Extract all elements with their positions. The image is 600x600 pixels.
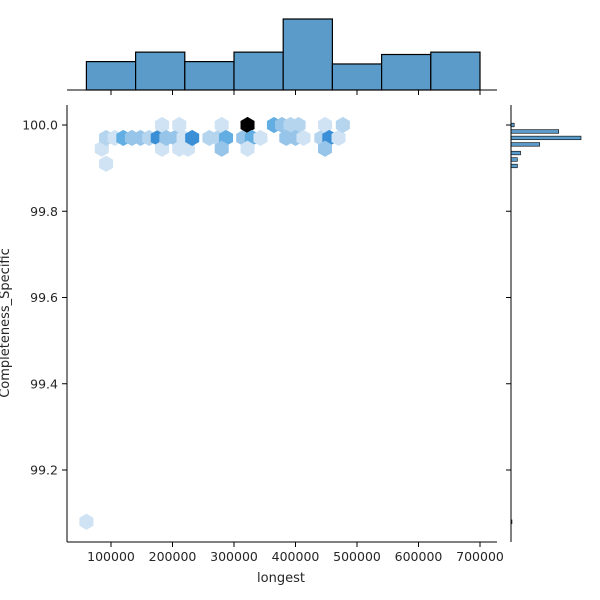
hexbin-cell xyxy=(331,129,346,147)
right-hist-bar xyxy=(510,135,582,141)
right-hist-bar xyxy=(510,157,518,162)
hexbin-cell xyxy=(99,155,114,172)
x-tick-label: 200000 xyxy=(149,549,197,564)
right-hist-bar xyxy=(510,163,518,169)
x-tick-label: 600000 xyxy=(395,549,443,564)
hexbin-cell xyxy=(172,116,187,134)
top-hist-bar xyxy=(85,60,137,91)
top-hist-bar xyxy=(381,53,432,91)
y-tick-label: 100.0 xyxy=(22,118,58,133)
hexbin-cell xyxy=(291,116,306,134)
top-hist-bar xyxy=(184,60,235,91)
right-hist-bar xyxy=(510,150,521,156)
x-tick-label: 100000 xyxy=(87,549,135,564)
hexbin-cell xyxy=(335,116,350,134)
x-axis-label: longest xyxy=(257,571,305,586)
hexbin-cell xyxy=(240,116,255,134)
x-axis-ticks: 100000 200000 300000 400000 500000 600000 7000… xyxy=(87,542,504,564)
top-hist-bar xyxy=(135,51,186,91)
right-marginal-histogram xyxy=(510,122,582,524)
hexbin-cell xyxy=(318,116,333,134)
hexbin-cell xyxy=(214,116,229,134)
top-hist-bar xyxy=(233,51,284,91)
hexbin-cell xyxy=(296,129,311,147)
y-axis-label: Completeness_Specific xyxy=(0,248,13,398)
right-hist-ticks xyxy=(506,124,511,471)
x-tick-label: 500000 xyxy=(333,549,381,564)
x-tick-label: 700000 xyxy=(456,549,504,564)
y-tick-label: 99.4 xyxy=(30,376,58,391)
right-hist-bar xyxy=(510,129,560,134)
y-tick-label: 99.2 xyxy=(30,463,58,478)
y-tick-label: 99.8 xyxy=(30,204,58,219)
top-hist-bar xyxy=(282,18,334,91)
y-tick-label: 99.6 xyxy=(30,290,58,305)
top-hist-bar xyxy=(430,51,481,91)
hexbin-cell xyxy=(318,140,333,157)
hexbin-cell xyxy=(79,513,94,530)
y-axis-ticks: 99.2 99.4 99.6 99.8 100.0 xyxy=(22,118,67,478)
hexbin-cell xyxy=(185,129,200,147)
x-tick-label: 400000 xyxy=(272,549,320,564)
hexbin-cell xyxy=(253,129,268,147)
top-hist-ticks xyxy=(110,90,481,95)
x-tick-label: 300000 xyxy=(210,549,258,564)
right-hist-bar xyxy=(510,142,540,147)
hexbin-cell xyxy=(240,140,255,157)
top-hist-bar xyxy=(331,63,383,91)
hexbin-cell xyxy=(155,116,170,134)
top-marginal-histogram xyxy=(85,18,481,91)
hexbin-cell xyxy=(214,140,229,157)
hexbin-cells xyxy=(79,116,350,530)
